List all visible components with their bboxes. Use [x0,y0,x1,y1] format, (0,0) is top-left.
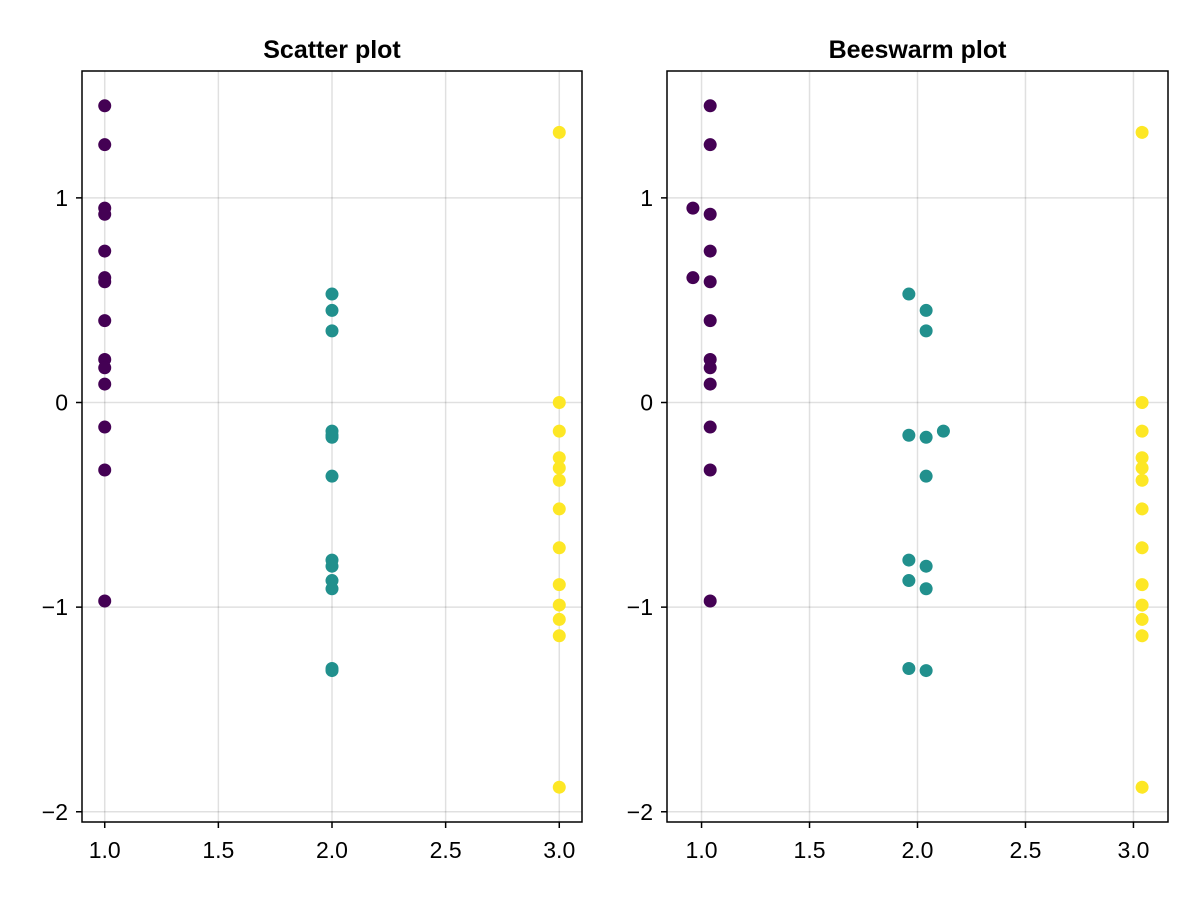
data-point [686,271,700,285]
data-point [325,559,339,573]
data-point [902,553,916,567]
x-tick-label: 3.0 [1117,837,1149,863]
data-point [98,275,112,289]
data-point [1135,612,1149,626]
data-point [1135,541,1149,555]
data-point [902,574,916,588]
data-point [325,582,339,596]
data-point [703,275,717,289]
y-tick-label: −2 [42,799,68,825]
y-tick-label: 0 [640,390,653,416]
data-point [703,314,717,328]
data-point [1135,578,1149,592]
data-point [98,207,112,221]
y-tick-label: 1 [640,185,653,211]
data-point [552,473,566,487]
data-point [98,377,112,391]
data-point [552,598,566,612]
scatter-plot-panel: 1.0 1.5 2.0 2.5 3.0 −2 −1 0 1 Scatter plot [42,36,583,863]
data-point [552,396,566,410]
data-point [919,469,933,483]
data-point [1135,125,1149,139]
data-point [552,780,566,794]
data-point [1135,502,1149,516]
data-point [919,559,933,573]
data-point [98,463,112,477]
data-point [98,361,112,375]
data-point [703,377,717,391]
data-point [552,612,566,626]
chart-title: Scatter plot [263,36,401,64]
x-tick-label: 1.5 [202,837,234,863]
data-point [1135,396,1149,410]
data-point [1135,598,1149,612]
data-point [98,420,112,434]
data-point [703,463,717,477]
data-point [1135,473,1149,487]
data-point [919,430,933,444]
data-point [552,502,566,516]
data-point [552,451,566,465]
data-point [919,324,933,338]
data-point [98,244,112,258]
x-tick-label: 1.0 [686,837,718,863]
data-point [686,201,700,215]
data-point [1135,629,1149,643]
data-point [919,303,933,317]
data-point [1135,461,1149,475]
data-point [552,125,566,139]
x-tick-label: 1.0 [89,837,121,863]
data-point [703,99,717,113]
chart-title: Beeswarm plot [829,36,1008,64]
y-tick-label: −2 [627,799,653,825]
x-tick-label: 2.5 [430,837,462,863]
data-point [552,541,566,555]
y-tick-label: 1 [55,185,68,211]
data-point [98,594,112,608]
data-point [1135,424,1149,438]
x-tick-label: 2.5 [1009,837,1041,863]
data-point [1135,780,1149,794]
x-tick-label: 2.0 [316,837,348,863]
data-point [936,424,950,438]
data-point [703,207,717,221]
y-tick-label: 0 [55,390,68,416]
data-point [325,469,339,483]
x-tick-label: 2.0 [902,837,934,863]
data-point [703,361,717,375]
x-tick-label: 1.5 [794,837,826,863]
data-point [552,424,566,438]
data-point [98,99,112,113]
data-point [703,594,717,608]
data-point [902,662,916,676]
data-point [703,420,717,434]
data-point [703,138,717,152]
data-point [703,244,717,258]
data-point [325,303,339,317]
data-point [98,138,112,152]
data-point [919,664,933,678]
data-point [325,287,339,301]
beeswarm-plot-panel: 1.0 1.5 2.0 2.5 3.0 −2 −1 0 1 Beeswarm plot [627,36,1169,863]
data-point [552,578,566,592]
data-point [325,324,339,338]
data-point [919,582,933,596]
y-tick-label: −1 [42,594,68,620]
data-point [552,629,566,643]
data-point [325,664,339,678]
y-tick-label: −1 [627,594,653,620]
data-point [902,287,916,301]
data-point [98,314,112,328]
data-point [552,461,566,475]
data-point [1135,451,1149,465]
data-point [902,428,916,442]
x-tick-label: 3.0 [543,837,575,863]
data-point [325,430,339,444]
